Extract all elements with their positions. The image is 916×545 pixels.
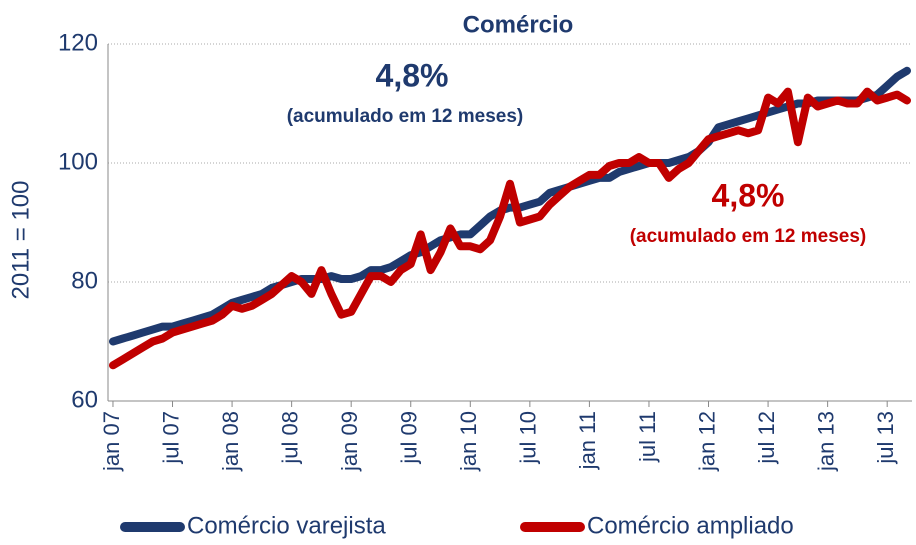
annotation-sub: (acumulado em 12 meses)	[630, 226, 867, 247]
annotation: 4,8%	[376, 57, 449, 93]
annotation-sub: (acumulado em 12 meses)	[287, 106, 524, 127]
x-tick-label: jan 08	[218, 411, 243, 472]
x-tick-label: jan 12	[694, 411, 719, 472]
legend-label: Comércio varejista	[187, 512, 386, 539]
y-tick-label: 60	[71, 386, 98, 413]
x-tick-label: jan 09	[337, 411, 362, 472]
x-tick-label: jul 13	[873, 411, 898, 465]
x-tick-label: jul 07	[158, 411, 183, 465]
x-tick-label: jan 13	[813, 411, 838, 472]
annotation: 4,8%	[712, 177, 785, 213]
y-axis-label: 2011 = 100	[7, 180, 34, 299]
x-tick-label: jan 11	[575, 411, 600, 470]
x-tick-label: jul 09	[397, 411, 422, 465]
chart-title: Comércio	[463, 11, 574, 38]
legend-label: Comércio ampliado	[587, 512, 794, 539]
x-tick-label: jul 10	[516, 411, 541, 465]
x-tick-label: jan 10	[456, 411, 481, 472]
x-tick-label: jul 11	[635, 411, 660, 463]
y-tick-label: 100	[58, 148, 98, 175]
x-tick-label: jul 12	[754, 411, 779, 465]
series-line	[109, 87, 911, 370]
y-tick-label: 120	[58, 29, 98, 56]
x-tick-label: jan 07	[99, 411, 124, 472]
y-tick-label: 80	[71, 267, 98, 294]
series-line	[109, 66, 911, 346]
x-tick-label: jul 08	[277, 411, 302, 465]
